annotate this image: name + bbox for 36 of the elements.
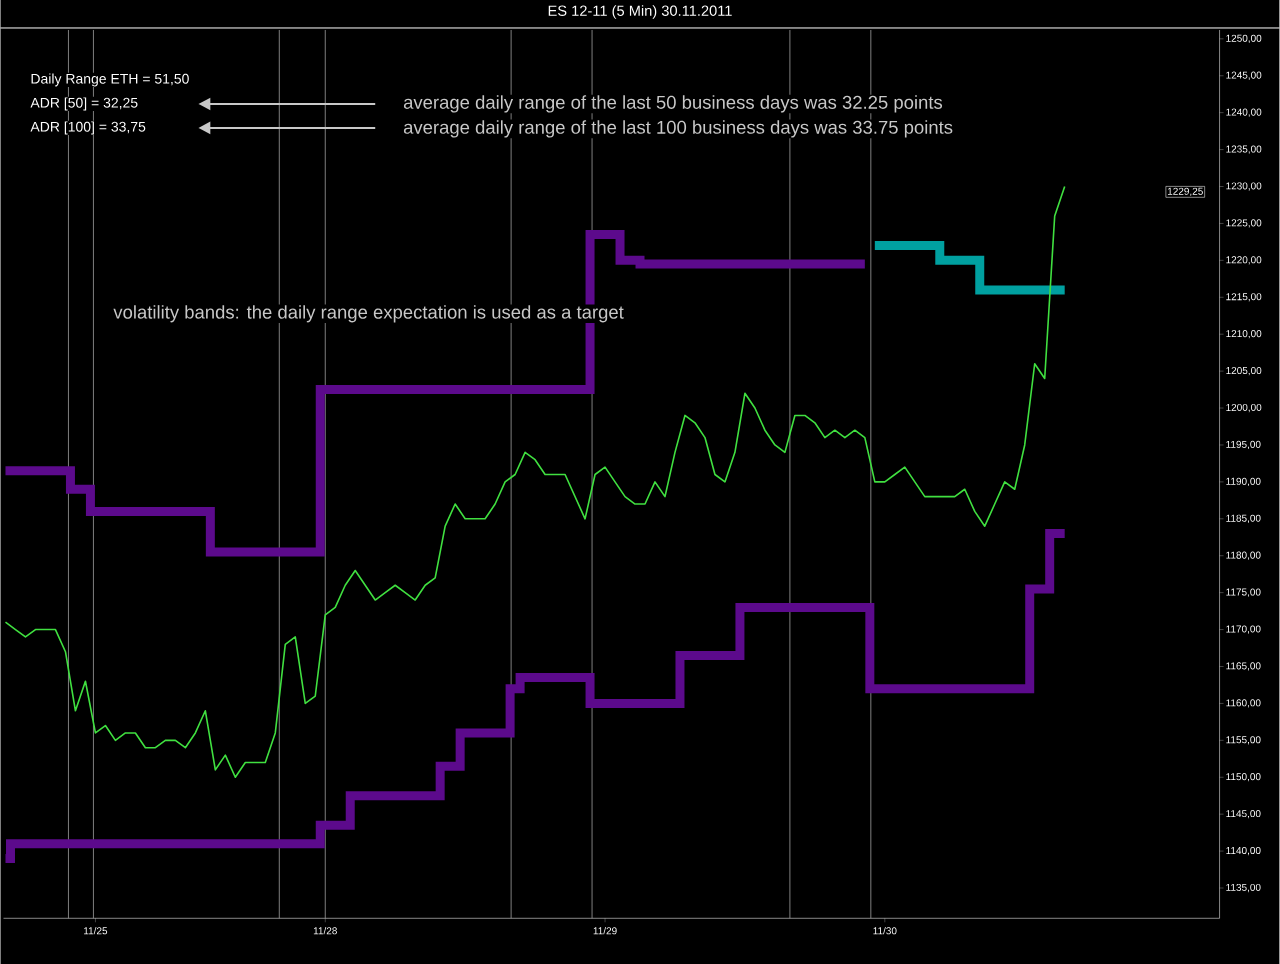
annotation: ADR [50] = 32,25 <box>30 97 138 111</box>
annotation: average daily range of the last 50 business days was 32.25 points <box>403 95 943 113</box>
y-tick-label: 1180,00 <box>1226 551 1261 560</box>
x-tick-label: 11/25 <box>84 926 108 935</box>
x-tick-label: 11/30 <box>873 926 897 935</box>
y-tick-label: 1155,00 <box>1226 736 1261 745</box>
y-tick-label: 1210,00 <box>1226 329 1262 339</box>
chart-title: ES 12-11 (5 Min) 30.11.2011 <box>548 5 732 19</box>
annotation: volatility bands: the daily range expectation is used as a target <box>113 305 624 323</box>
y-tick-label: 1200,00 <box>1226 403 1262 413</box>
annotation: average daily range of the last 100 business days was 33.75 points <box>403 120 953 138</box>
y-tick-label: 1220,00 <box>1226 256 1262 265</box>
y-tick-label: 1145,00 <box>1226 809 1261 819</box>
y-tick-label: 1230,00 <box>1226 182 1262 191</box>
y-tick-label: 1170,00 <box>1226 625 1261 634</box>
annotation: Daily Range ETH = 51,50 <box>31 73 189 87</box>
y-tick-label: 1235,00 <box>1226 145 1262 154</box>
y-tick-label: 1215,00 <box>1226 293 1262 302</box>
x-tick-label: 11/29 <box>593 926 617 935</box>
annotation: ADR [100] = 33,75 <box>30 121 146 135</box>
y-tick-label: 1165,00 <box>1226 662 1261 671</box>
x-tick-label: 11/28 <box>313 926 337 935</box>
y-tick-label: 1185,00 <box>1226 514 1261 523</box>
y-tick-label: 1240,00 <box>1226 108 1262 117</box>
y-tick-label: 1150,00 <box>1226 772 1261 782</box>
y-tick-label: 1160,00 <box>1226 699 1261 708</box>
y-tick-label: 1205,00 <box>1226 366 1262 376</box>
y-tick-label: 1245,00 <box>1226 71 1262 80</box>
y-tick-label: 1225,00 <box>1226 219 1262 228</box>
y-tick-label: 1140,00 <box>1226 846 1261 856</box>
y-tick-label: 1175,00 <box>1226 588 1261 597</box>
y-tick-label: 1135,00 <box>1226 883 1261 893</box>
annotation: 1229,25 <box>1167 187 1203 196</box>
y-tick-label: 1195,00 <box>1226 440 1261 449</box>
y-tick-label: 1250,00 <box>1226 34 1262 43</box>
y-tick-label: 1190,00 <box>1226 477 1261 486</box>
